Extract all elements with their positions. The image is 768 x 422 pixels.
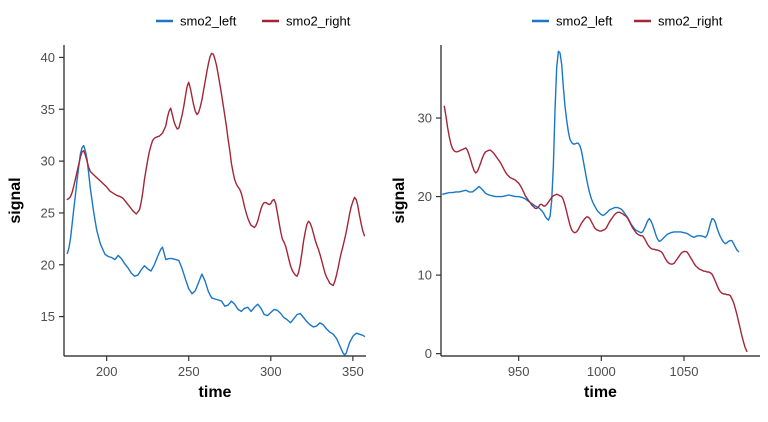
y-tick-label: 40 [41,50,55,65]
y-axis-title: signal [7,177,24,223]
legend-item-smo2_left: smo2_left [532,14,613,29]
y-tick-label: 10 [418,268,432,283]
right-chart-svg: 0 10 20 30 950 1000 1050 time signal smo2_left smo… [391,14,760,401]
legend-label-smo2_right: smo2_right [286,14,351,29]
y-tick-label: 35 [41,102,55,117]
y-tick-label: 30 [418,111,432,126]
legend-label-smo2_left: smo2_left [556,14,613,29]
y-tick-label: 20 [41,257,55,272]
legend-item-smo2_right: smo2_right [634,14,723,29]
x-tick-label: 1000 [587,364,616,379]
left-chart: 15 20 25 30 35 40 200 250 300 350 time signal smo2_l… [7,14,366,401]
x-tick-label: 950 [508,364,530,379]
series-line-smo2_right [66,52,366,287]
series-line-smo2_left [66,144,366,356]
x-tick-label: 300 [260,364,282,379]
y-tick-label: 0 [425,346,432,361]
x-tick-label: 350 [342,364,364,379]
legend-label-smo2_left: smo2_left [180,14,237,29]
y-tick-label: 15 [41,309,55,324]
y-tick-label: 25 [41,205,55,220]
series-line-smo2_left [442,50,740,253]
x-axis-title: time [584,384,617,401]
y-tick-label: 30 [41,154,55,169]
x-tick-label: 250 [178,364,200,379]
y-axis-title: signal [391,177,408,223]
legend-item-smo2_left: smo2_left [156,14,237,29]
x-tick-label: 200 [96,364,118,379]
legend-item-smo2_right: smo2_right [262,14,351,29]
left-chart-svg: 15 20 25 30 35 40 200 250 300 350 time signal smo2_l… [7,14,366,401]
legend-label-smo2_right: smo2_right [658,14,723,29]
series-line-smo2_right [443,105,748,352]
x-tick-label: 1050 [670,364,699,379]
y-tick-label: 20 [418,189,432,204]
right-chart: 0 10 20 30 950 1000 1050 time signal smo2_left smo… [384,0,768,422]
x-axis-title: time [199,384,232,401]
